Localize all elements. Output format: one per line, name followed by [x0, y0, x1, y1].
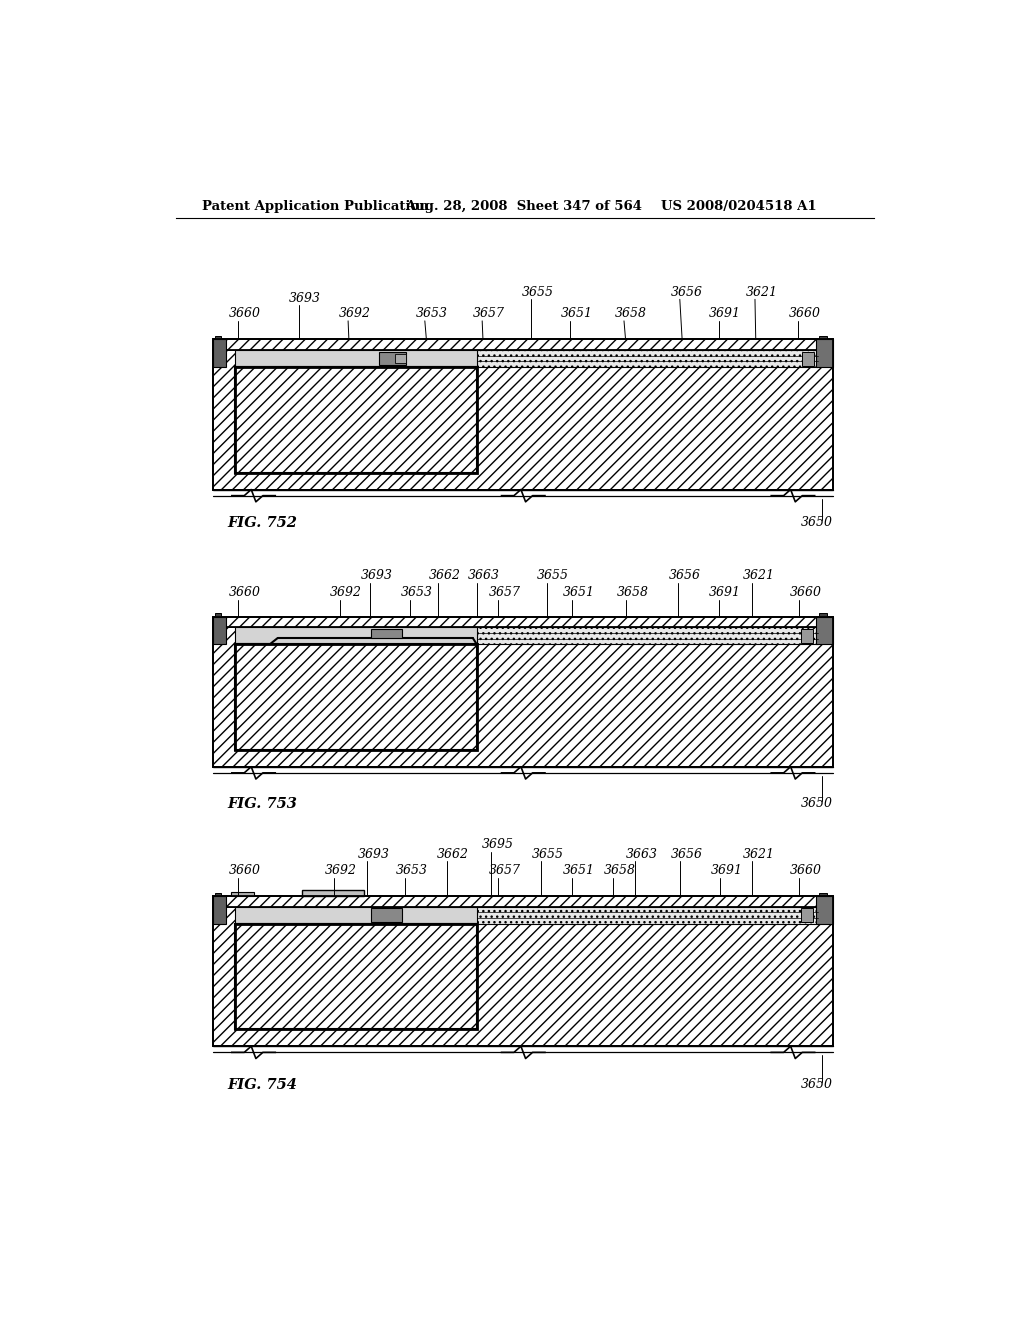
Text: 3662: 3662: [429, 569, 461, 582]
Bar: [802, 351, 814, 366]
Bar: [215, 337, 221, 339]
Text: 3655: 3655: [521, 285, 554, 298]
Text: 3692: 3692: [331, 586, 362, 599]
Bar: [477, 350, 818, 367]
Text: 3660: 3660: [228, 308, 261, 321]
Text: 3657: 3657: [488, 586, 520, 599]
Text: 3660: 3660: [228, 863, 261, 876]
Bar: [213, 907, 834, 1047]
Text: 3651: 3651: [563, 863, 595, 876]
Text: 3660: 3660: [790, 863, 822, 876]
Bar: [213, 896, 834, 907]
Text: US 2008/0204518 A1: US 2008/0204518 A1: [662, 199, 817, 213]
Text: FIG. 754: FIG. 754: [227, 1077, 297, 1092]
Bar: [816, 616, 834, 644]
Bar: [819, 894, 827, 896]
Bar: [801, 908, 813, 923]
Text: 3656: 3656: [671, 847, 702, 861]
Text: 3692: 3692: [339, 308, 371, 321]
Text: 3663: 3663: [467, 569, 500, 582]
Text: 3621: 3621: [742, 569, 774, 582]
Text: 3651: 3651: [563, 586, 595, 599]
Bar: [213, 616, 225, 644]
Bar: [234, 907, 477, 924]
Text: 3658: 3658: [617, 586, 649, 599]
Text: 3656: 3656: [671, 285, 702, 298]
Text: 3651: 3651: [560, 308, 593, 321]
Bar: [234, 367, 477, 473]
Text: 3691: 3691: [710, 308, 741, 321]
Bar: [819, 337, 827, 339]
Bar: [302, 890, 364, 896]
Bar: [234, 350, 477, 367]
Bar: [234, 924, 477, 1030]
Bar: [234, 924, 477, 1030]
Bar: [477, 627, 818, 644]
Text: 3693: 3693: [360, 569, 392, 582]
Text: FIG. 753: FIG. 753: [227, 797, 297, 810]
Bar: [213, 339, 225, 367]
Bar: [213, 350, 834, 490]
Text: 3660: 3660: [790, 586, 822, 599]
Text: 3663: 3663: [626, 847, 657, 861]
Text: 3656: 3656: [669, 569, 701, 582]
Bar: [477, 907, 818, 924]
Text: 3657: 3657: [473, 308, 505, 321]
Text: 3691: 3691: [710, 586, 741, 599]
Bar: [372, 628, 402, 638]
Text: 3621: 3621: [745, 285, 777, 298]
Bar: [801, 628, 813, 643]
Bar: [231, 892, 254, 896]
Text: 3650: 3650: [801, 797, 833, 810]
Bar: [213, 896, 225, 924]
Text: 3691: 3691: [711, 863, 742, 876]
Bar: [215, 614, 221, 616]
Bar: [234, 644, 477, 750]
Bar: [819, 614, 827, 616]
Text: 3655: 3655: [538, 569, 569, 582]
Text: 3693: 3693: [357, 847, 389, 861]
Bar: [213, 627, 834, 767]
Bar: [234, 644, 477, 750]
Bar: [816, 896, 834, 924]
Bar: [234, 627, 477, 644]
Text: 3653: 3653: [395, 863, 427, 876]
Text: 3658: 3658: [604, 863, 636, 876]
Bar: [379, 352, 407, 364]
Text: 3692: 3692: [325, 863, 356, 876]
Text: 3655: 3655: [531, 847, 564, 861]
Text: 3657: 3657: [489, 863, 521, 876]
Bar: [372, 908, 402, 923]
Bar: [816, 339, 834, 367]
Bar: [215, 894, 221, 896]
Text: 3653: 3653: [400, 586, 433, 599]
Text: 3650: 3650: [801, 1078, 833, 1092]
Text: 3653: 3653: [416, 308, 447, 321]
Text: 3693: 3693: [289, 292, 322, 305]
Text: Patent Application Publication: Patent Application Publication: [202, 199, 428, 213]
Text: Aug. 28, 2008  Sheet 347 of 564: Aug. 28, 2008 Sheet 347 of 564: [406, 199, 642, 213]
Text: 3662: 3662: [437, 847, 469, 861]
Bar: [213, 616, 834, 627]
Bar: [213, 339, 834, 350]
Text: 3660: 3660: [790, 308, 821, 321]
Text: 3621: 3621: [742, 847, 774, 861]
Bar: [394, 354, 407, 363]
Text: 3660: 3660: [228, 586, 261, 599]
Text: FIG. 752: FIG. 752: [227, 516, 297, 529]
Text: 3658: 3658: [614, 308, 647, 321]
Text: 3650: 3650: [801, 516, 833, 529]
Text: 3695: 3695: [481, 838, 513, 851]
Bar: [234, 367, 477, 473]
